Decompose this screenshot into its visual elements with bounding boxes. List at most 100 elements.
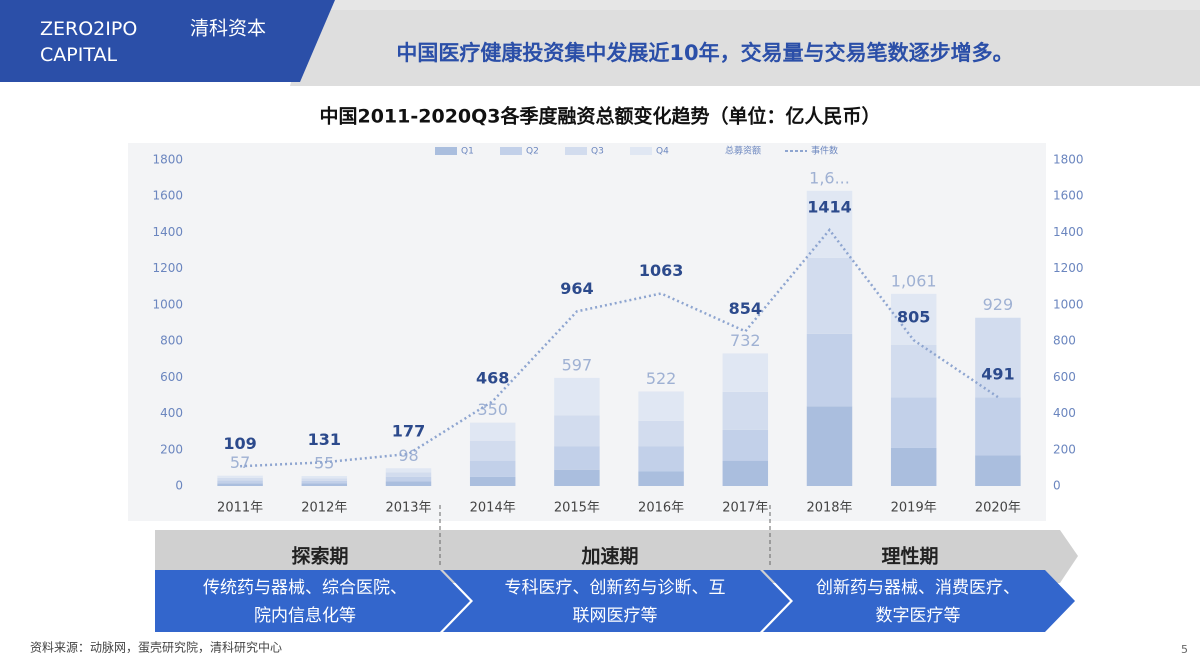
bar-segment xyxy=(806,257,853,334)
bar-segment xyxy=(469,440,516,461)
y2-tick-label: 1000 xyxy=(1053,297,1084,311)
bar-segment xyxy=(554,469,600,486)
bar-segment xyxy=(722,353,769,392)
y2-tick-label: 0 xyxy=(1053,479,1061,493)
y-tick-label: 400 xyxy=(160,406,183,420)
line-label: 964 xyxy=(560,279,593,298)
bar-segment xyxy=(301,478,348,481)
legend-label: 事件数 xyxy=(811,145,838,157)
x-tick-label: 2015年 xyxy=(554,501,600,516)
total-label: 1,061 xyxy=(891,271,937,290)
bar-segment xyxy=(975,455,1021,486)
bar-segment xyxy=(806,406,853,486)
line-label: 131 xyxy=(308,430,341,449)
x-tick-label: 2017年 xyxy=(722,501,768,516)
bar-segment xyxy=(975,397,1021,456)
line-label: 491 xyxy=(981,365,1014,384)
y2-tick-label: 800 xyxy=(1053,334,1076,348)
total-label: 522 xyxy=(646,369,677,388)
x-tick-label: 2011年 xyxy=(217,501,263,516)
phase-label: 探索期 xyxy=(291,545,348,568)
bar-segment xyxy=(385,481,432,486)
source: 资料来源：动脉网，蛋壳研究院，清科研究中心 xyxy=(30,640,282,655)
bar-segment xyxy=(469,460,516,477)
focus-chevron xyxy=(763,570,1075,632)
line-label: 1414 xyxy=(807,197,852,216)
y2-tick-label: 1600 xyxy=(1053,189,1084,203)
bar-segment xyxy=(385,476,432,482)
bar-segment xyxy=(722,460,769,486)
x-tick-label: 2012年 xyxy=(301,501,347,516)
x-tick-label: 2014年 xyxy=(470,501,516,516)
line-label: 177 xyxy=(392,421,425,440)
legend-swatch xyxy=(565,147,587,155)
phase-arrow xyxy=(155,530,1078,583)
bar-segment xyxy=(385,472,432,477)
y-tick-label: 0 xyxy=(175,479,183,493)
total-label: 597 xyxy=(562,355,593,374)
bar-segment xyxy=(638,420,684,447)
total-label: 350 xyxy=(477,400,508,419)
bar-segment xyxy=(217,483,263,486)
y-tick-label: 1800 xyxy=(152,153,183,167)
bar-segment xyxy=(217,480,263,484)
y2-tick-label: 200 xyxy=(1053,442,1076,456)
bar-segment xyxy=(890,344,937,398)
focus-text: 传统药与器械、综合医院、院内信息化等 xyxy=(203,578,407,626)
brand-en: ZERO2IPO CAPITAL xyxy=(40,18,137,66)
y2-tick-label: 400 xyxy=(1053,406,1076,420)
bar-segment xyxy=(722,429,769,461)
legend-swatch xyxy=(630,147,652,155)
bar-segment xyxy=(301,480,348,484)
bar-segment xyxy=(638,391,684,421)
legend-label: Q1 xyxy=(461,147,474,157)
brand-cn: 清科资本 xyxy=(190,18,266,40)
y2-tick-label: 1200 xyxy=(1053,261,1084,275)
brand-block xyxy=(0,0,335,82)
bar-segment xyxy=(385,468,432,473)
bar-segment xyxy=(554,415,600,447)
bar-segment xyxy=(722,391,769,430)
line-label: 1063 xyxy=(639,261,684,280)
bar-segment xyxy=(975,317,1021,398)
y-tick-label: 800 xyxy=(160,334,183,348)
y2-tick-label: 1400 xyxy=(1053,225,1084,239)
y-tick-label: 1000 xyxy=(152,297,183,311)
y-tick-label: 200 xyxy=(160,442,183,456)
bar-segment xyxy=(301,483,348,486)
total-label: 1,6... xyxy=(809,168,850,187)
focus-chevron xyxy=(443,570,790,632)
x-tick-label: 2019年 xyxy=(891,501,937,516)
page-number: 5 xyxy=(1181,643,1188,656)
x-tick-label: 2013年 xyxy=(385,501,431,516)
legend-swatch xyxy=(500,147,522,155)
bar-segment xyxy=(890,397,937,448)
legend-label: Q3 xyxy=(591,147,604,157)
bar-segment xyxy=(217,475,263,478)
header-band xyxy=(290,10,1200,86)
legend-label: Q4 xyxy=(656,147,669,157)
bar-segment xyxy=(469,422,516,441)
legend-swatch xyxy=(435,147,457,155)
bar-segment xyxy=(554,377,600,416)
line-label: 468 xyxy=(476,369,509,388)
y-tick-label: 600 xyxy=(160,370,183,384)
y-tick-label: 1600 xyxy=(152,189,183,203)
bar-segment xyxy=(890,293,937,345)
chart-title: 中国2011-2020Q3各季度融资总额变化趋势（单位：亿人民币） xyxy=(319,105,880,128)
y-tick-label: 1400 xyxy=(152,225,183,239)
bar-segment xyxy=(806,190,853,258)
phase-label: 理性期 xyxy=(881,545,938,568)
focus-text: 专科医疗、创新药与诊断、互联网医疗等 xyxy=(505,578,726,626)
bar-segment xyxy=(806,333,853,407)
legend-label: Q2 xyxy=(526,147,539,157)
focus-text: 创新药与器械、消费医疗、数字医疗等 xyxy=(816,578,1020,626)
x-tick-label: 2020年 xyxy=(975,501,1021,516)
x-tick-label: 2016年 xyxy=(638,501,684,516)
focus-chevron xyxy=(155,570,470,632)
line-label: 109 xyxy=(223,434,256,453)
bar-segment xyxy=(469,476,516,486)
total-label: 929 xyxy=(983,295,1014,314)
line xyxy=(240,227,999,468)
